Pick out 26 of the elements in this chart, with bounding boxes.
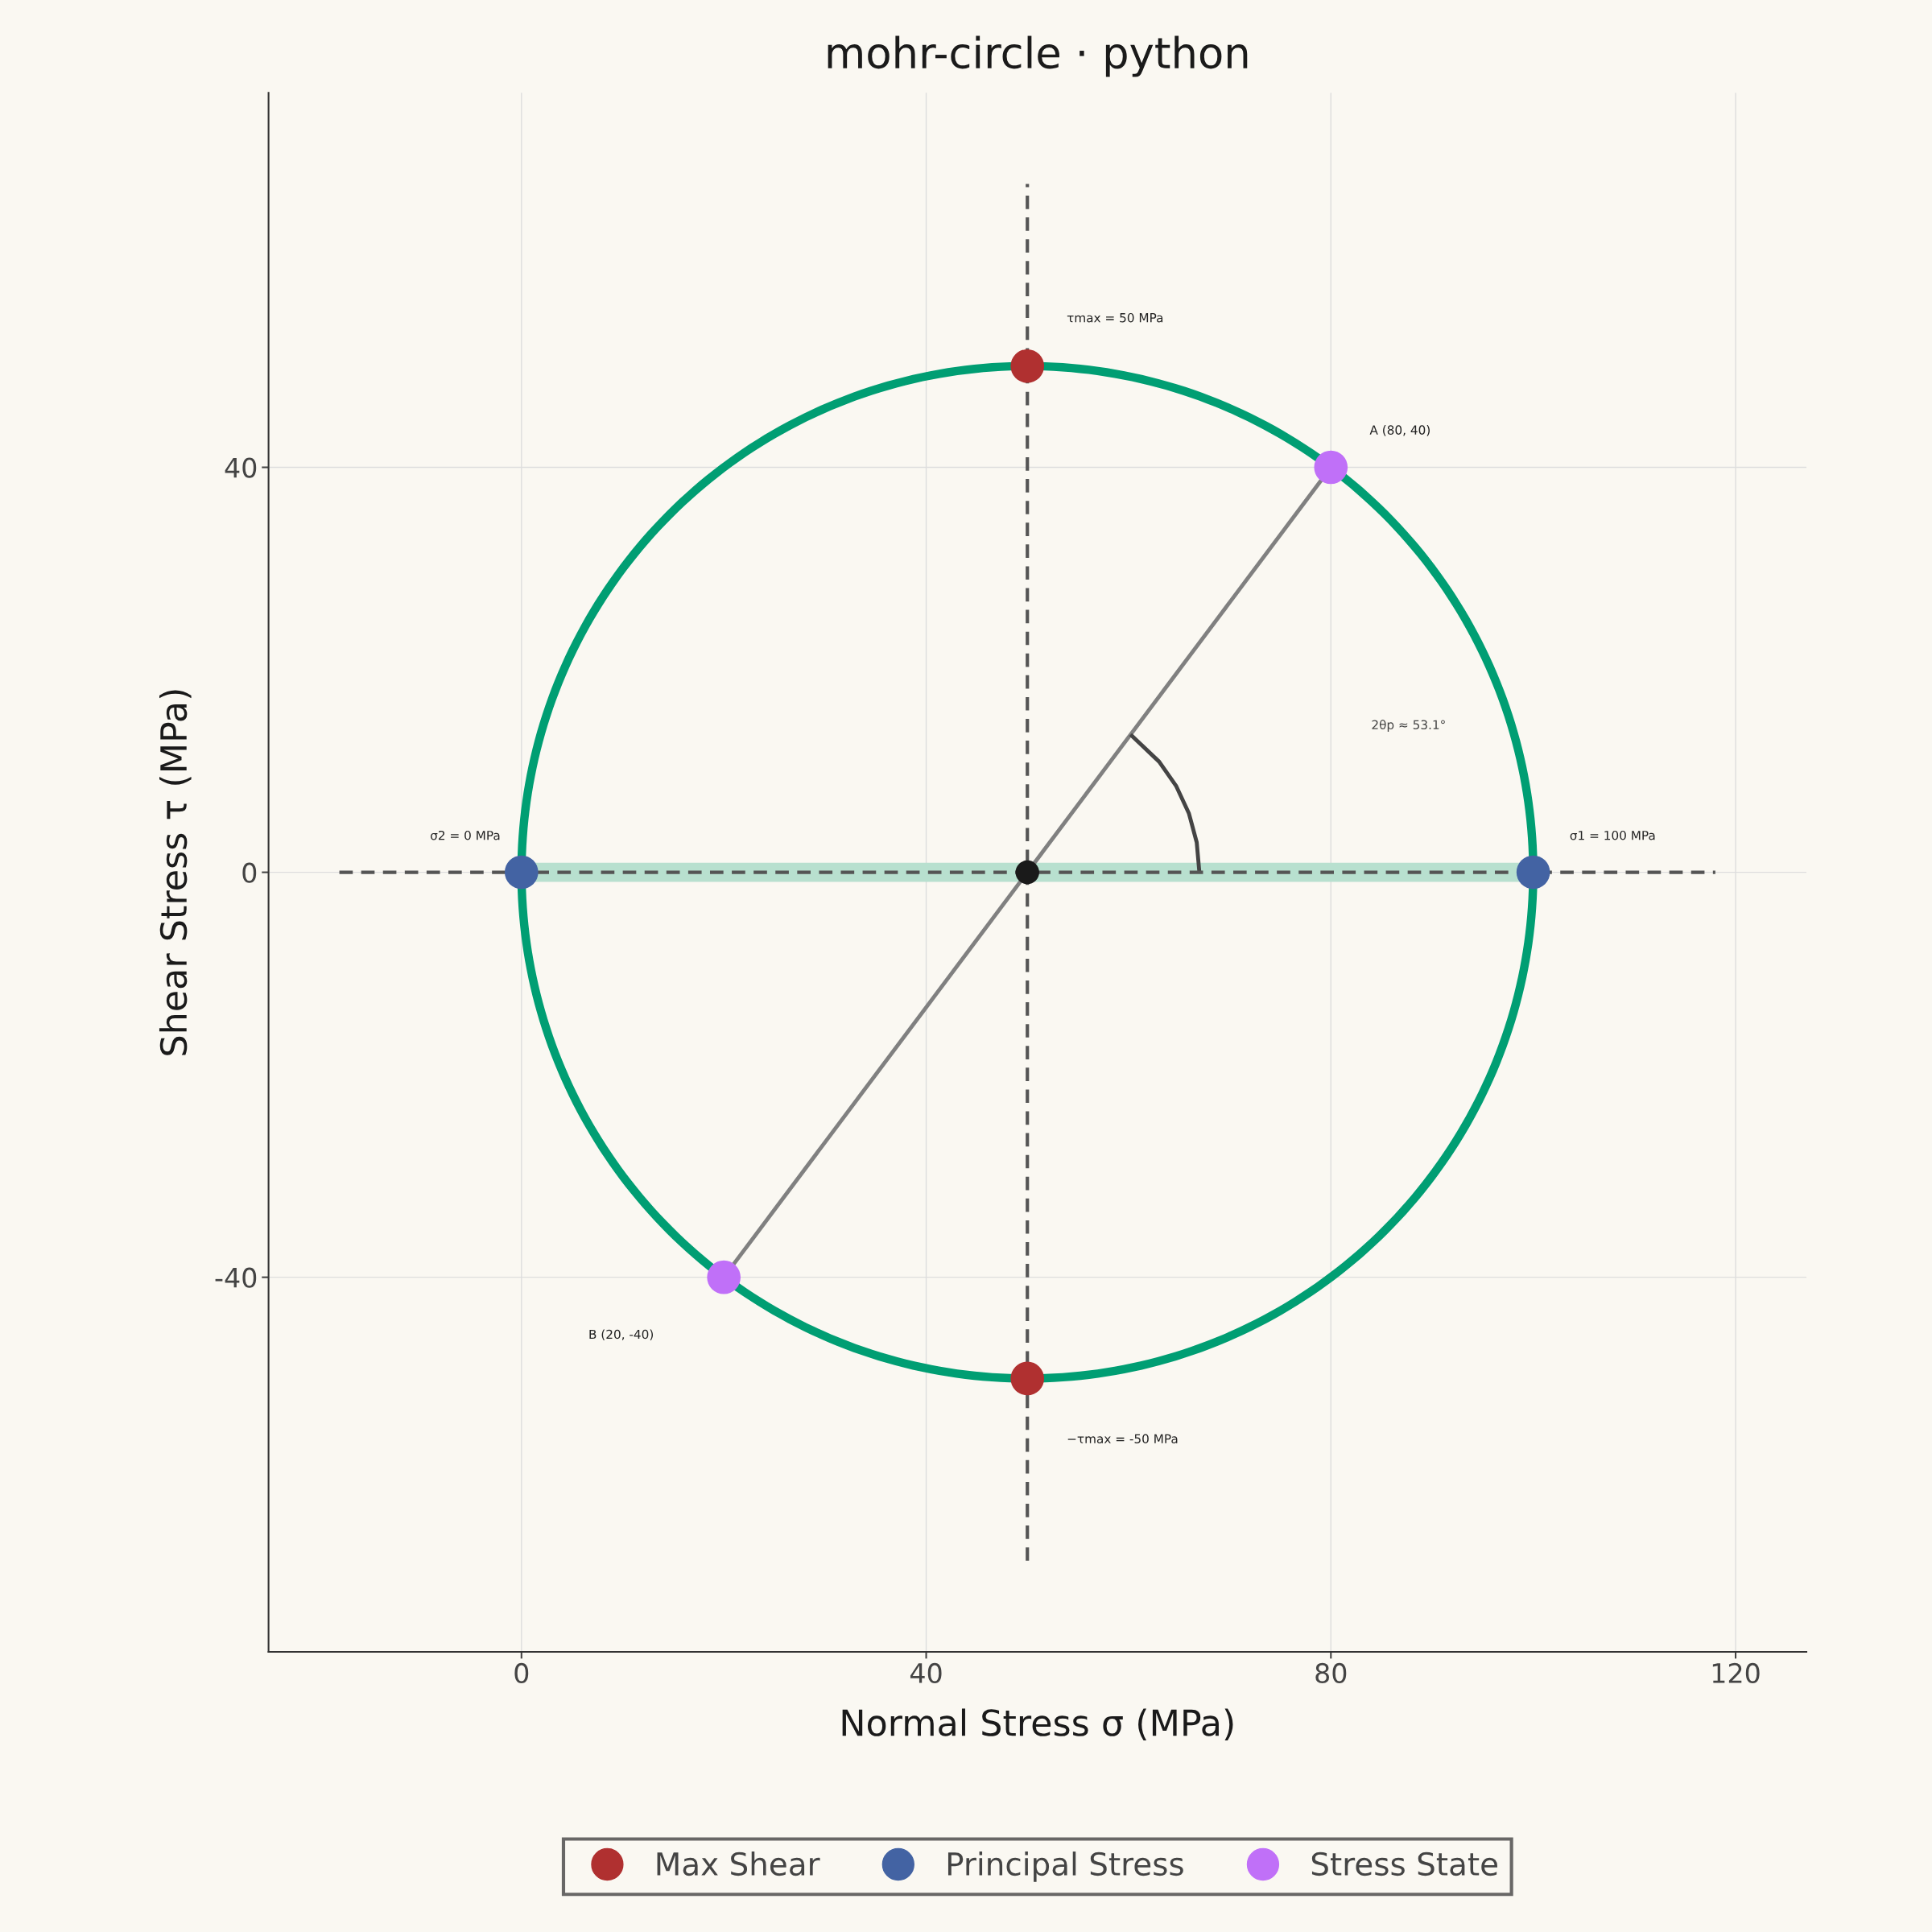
legend-label: Stress State — [1311, 1852, 1497, 1876]
point — [707, 1260, 741, 1294]
annotation: 2θp ≈ 53.1° — [1372, 720, 1445, 732]
x-tick-label: 40 — [910, 1662, 942, 1683]
point — [1010, 1361, 1045, 1396]
point — [1314, 450, 1348, 485]
legend-label: Principal Stress — [947, 1852, 1183, 1882]
annotation: A (80, 40) — [1369, 425, 1430, 436]
annotation: −τmax = -50 MPa — [1067, 1434, 1178, 1444]
y-tick-label: 40 — [225, 457, 257, 478]
point — [1516, 855, 1550, 890]
y-tick-label: 0 — [242, 862, 257, 883]
annotation: σ1 = 100 MPa — [1570, 830, 1655, 840]
annotation: B (20, -40) — [589, 1329, 654, 1341]
y-axis-title: Shear Stress τ (MPa) — [159, 690, 192, 1055]
point — [504, 855, 539, 890]
x-tick-label: 80 — [1315, 1662, 1347, 1683]
annotation: τmax = 50 MPa — [1067, 312, 1163, 323]
legend-label: Max Shear — [657, 1852, 820, 1876]
chart-title: mohr-circle · python — [828, 35, 1248, 77]
annotation: σ2 = 0 MPa — [431, 830, 500, 840]
y-tick-label: -40 — [215, 1267, 257, 1288]
x-tick-label: 120 — [1712, 1662, 1760, 1683]
x-tick-label: 0 — [514, 1662, 529, 1683]
point — [1010, 349, 1045, 383]
x-axis-title: Normal Stress σ (MPa) — [842, 1708, 1233, 1741]
